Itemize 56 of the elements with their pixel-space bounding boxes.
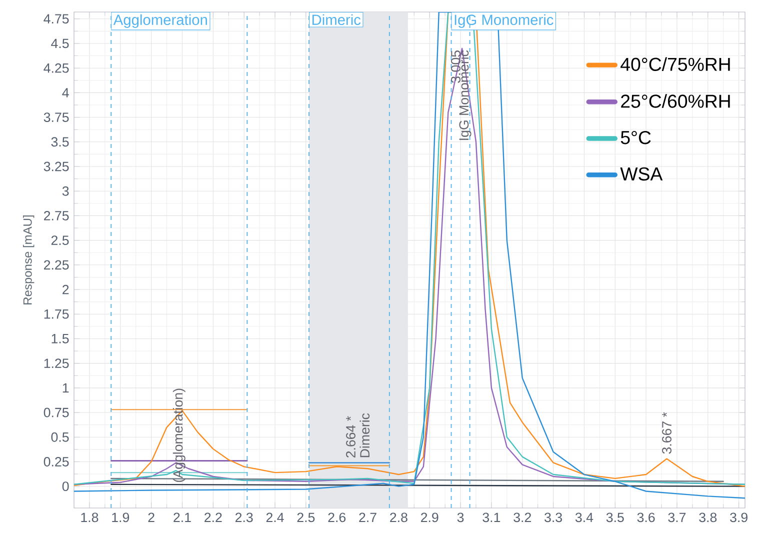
y-tick-label: 4 xyxy=(62,88,69,98)
y-tick-label: 4.75 xyxy=(44,14,69,24)
x-tick-label: 3.9 xyxy=(730,512,748,522)
y-tick-label: 2.5 xyxy=(51,236,69,246)
legend-label: 40°C/75%RH xyxy=(620,57,730,71)
x-tick-label: 2 xyxy=(148,512,154,522)
y-tick-label: 2.25 xyxy=(44,260,69,270)
y-tick-label: 3.75 xyxy=(44,112,69,122)
ref-line-label: IgG Monomeric xyxy=(454,14,554,28)
annotation: 3.667 * xyxy=(662,412,672,454)
y-tick-label: 4.5 xyxy=(51,38,69,48)
ref-line-label: Dimeric xyxy=(312,14,361,26)
annotation: Dimeric xyxy=(360,413,370,458)
x-tick-label: 2.8 xyxy=(390,512,408,522)
y-tick-label: 0.5 xyxy=(51,432,69,442)
x-tick-label: 2.2 xyxy=(204,512,222,522)
x-tick-label: 3.7 xyxy=(668,512,686,522)
x-tick-label: 3.1 xyxy=(482,512,500,522)
ref-line-label: Agglomeration xyxy=(113,14,207,28)
y-tick-label: 2 xyxy=(62,284,69,294)
y-tick-label: 1.5 xyxy=(52,334,69,344)
annotation: 3.005 xyxy=(451,50,460,83)
y-tick-label: 4.25 xyxy=(44,63,69,73)
legend-label: 5°C xyxy=(620,130,651,144)
x-tick-label: 2.7 xyxy=(359,512,376,522)
legend-label: WSA xyxy=(620,167,663,181)
x-tick-label: 2.1 xyxy=(174,512,191,522)
x-tick-label: 3.4 xyxy=(575,512,594,522)
y-tick-label: 1 xyxy=(62,383,69,393)
x-tick-label: 3.5 xyxy=(606,512,624,522)
annotation: 2.664 * xyxy=(346,416,356,458)
y-tick-label: 3 xyxy=(62,186,69,196)
legend-label: 25°C/60%RH xyxy=(621,94,730,108)
x-tick-label: 2.5 xyxy=(297,512,315,522)
x-tick-label: 3.6 xyxy=(637,512,655,522)
x-tick-label: 2.6 xyxy=(328,512,346,522)
annotation: (Agglomeration) xyxy=(172,388,186,482)
y-tick-label: 2.75 xyxy=(44,210,69,220)
x-tick-label: 3.3 xyxy=(544,512,562,522)
x-tick-label: 3.2 xyxy=(514,512,531,522)
x-tick-label: 3.8 xyxy=(699,512,717,522)
annotation: IgG Monomeric xyxy=(458,50,472,140)
x-tick-label: 2.3 xyxy=(235,512,253,522)
y-tick-label: 3.25 xyxy=(44,162,69,172)
y-tick-label: 0.75 xyxy=(44,408,69,418)
y-axis-title: Response [mAU] xyxy=(23,216,34,304)
y-tick-label: 0 xyxy=(62,482,69,492)
x-tick-label: 1.8 xyxy=(81,512,98,522)
y-tick-label: 1.75 xyxy=(44,309,69,319)
x-tick-label: 1.9 xyxy=(112,512,130,522)
y-tick-label: 1.25 xyxy=(44,358,69,368)
x-tick-label: 3 xyxy=(457,512,464,522)
x-tick-label: 2.9 xyxy=(421,512,438,522)
x-tick-label: 2.4 xyxy=(266,512,284,522)
y-tick-label: 3.5 xyxy=(51,137,69,147)
y-tick-label: 0.25 xyxy=(44,457,69,466)
